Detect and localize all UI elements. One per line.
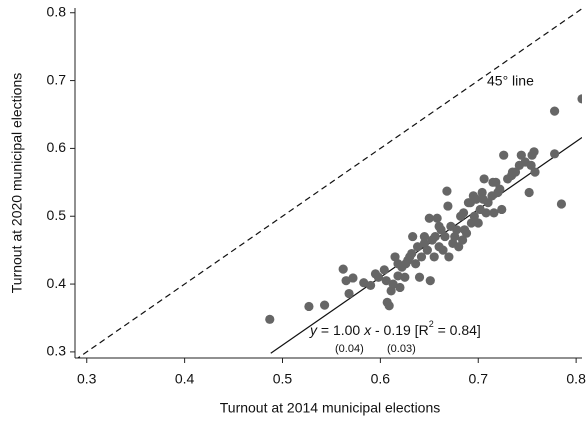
y-tick-label: 0.7 [47,71,67,87]
point [365,280,376,291]
point [488,177,498,187]
point [495,184,505,194]
point [514,160,524,170]
point [458,208,469,218]
point [452,225,462,235]
standard-error: (0.04) [335,343,364,355]
point [384,301,394,311]
point [414,272,425,282]
standard-error: (0.03) [387,343,416,355]
point [440,231,450,242]
x-tick-label: 0.7 [469,371,489,387]
y-tick-label: 0.6 [47,139,67,155]
point [438,245,448,255]
point [549,149,560,159]
point [434,221,444,232]
point [408,231,418,242]
point [477,187,487,198]
point [393,271,403,281]
point [430,231,440,242]
point [549,106,560,116]
point [395,282,405,293]
point [499,150,509,160]
point [454,242,464,252]
point [416,252,427,262]
line-annotation: 45° line [487,73,534,89]
point [497,204,507,215]
point [401,259,411,269]
point [469,211,479,221]
point [442,186,452,196]
point [381,276,391,286]
point [405,252,415,262]
point [478,194,488,204]
diagonal-line [76,8,582,358]
point [481,208,491,218]
x-tick-label: 0.4 [175,371,195,387]
point [556,199,567,209]
point [388,279,398,289]
y-tick-label: 0.5 [47,207,67,223]
point [429,252,439,262]
point [479,174,489,184]
plot-area [76,8,582,358]
point [489,208,499,218]
equation-part: x [363,322,372,338]
equation-part: y [309,322,318,338]
point [577,94,582,104]
point [400,272,410,282]
x-tick-label: 0.5 [273,371,293,387]
y-axis-label: Turnout at 2020 municipal elections [9,73,25,294]
point [373,272,384,282]
equation: y = 1.00 x - 0.19 [R2 = 0.84] [309,319,481,337]
point [379,265,389,275]
point [422,245,432,255]
x-axis-label: Turnout at 2014 municipal elections [220,400,441,416]
point [419,231,430,242]
equation-part: = 1.00 [317,322,364,338]
point [516,150,526,160]
point [411,259,421,269]
point [524,187,534,198]
point [457,235,468,245]
point [527,150,537,160]
point [412,242,423,252]
point [304,301,314,312]
point [507,167,518,177]
y-tick-label: 0.3 [47,343,67,359]
y-tick-label: 0.8 [47,3,67,19]
x-tick-label: 0.8 [566,371,586,387]
equation-part: = 0.84] [434,322,481,338]
point [471,194,481,204]
x-tick-label: 0.6 [371,371,391,387]
point [443,201,453,211]
point [344,288,354,299]
point [530,167,540,177]
equation-part: 2 [429,319,434,329]
point [432,213,442,223]
point [348,273,358,283]
point [338,264,348,274]
point [424,213,434,223]
y-tick-label: 0.4 [47,275,67,291]
point [444,252,454,262]
point [265,314,275,324]
point [425,276,435,286]
equation-part: - 0.19 [R [371,322,429,338]
point [319,300,330,310]
point [461,228,472,238]
point [473,218,483,228]
x-tick-label: 0.3 [77,371,97,387]
point [526,160,536,170]
